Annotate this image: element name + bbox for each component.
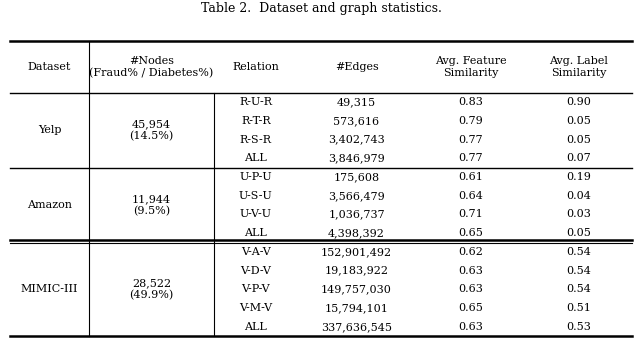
- Text: V-M-V: V-M-V: [239, 303, 273, 313]
- Text: R-T-R: R-T-R: [241, 116, 271, 126]
- Text: R-U-R: R-U-R: [239, 97, 273, 107]
- Text: 0.54: 0.54: [566, 284, 591, 294]
- Text: 0.77: 0.77: [458, 134, 483, 145]
- Text: 0.54: 0.54: [566, 265, 591, 276]
- Text: 0.65: 0.65: [458, 228, 483, 238]
- Text: U-V-U: U-V-U: [240, 210, 272, 220]
- Text: 3,846,979: 3,846,979: [328, 153, 385, 163]
- Text: #Nodes
(Fraud% / Diabetes%): #Nodes (Fraud% / Diabetes%): [90, 56, 214, 78]
- Text: Yelp: Yelp: [38, 125, 61, 135]
- Text: 0.54: 0.54: [566, 247, 591, 257]
- Text: Avg. Label
Similarity: Avg. Label Similarity: [550, 56, 609, 78]
- Text: 0.07: 0.07: [566, 153, 591, 163]
- Text: U-S-U: U-S-U: [239, 191, 273, 201]
- Text: 3,566,479: 3,566,479: [328, 191, 385, 201]
- Text: 0.79: 0.79: [458, 116, 483, 126]
- Text: 15,794,101: 15,794,101: [324, 303, 388, 313]
- Text: 0.83: 0.83: [458, 97, 483, 107]
- Text: 11,944
(9.5%): 11,944 (9.5%): [132, 194, 171, 216]
- Text: U-P-U: U-P-U: [239, 172, 272, 182]
- Text: 0.77: 0.77: [458, 153, 483, 163]
- Text: 49,315: 49,315: [337, 97, 376, 107]
- Text: Amazon: Amazon: [27, 200, 72, 210]
- Text: V-D-V: V-D-V: [241, 265, 271, 276]
- Text: 3,402,743: 3,402,743: [328, 134, 385, 145]
- Text: 1,036,737: 1,036,737: [328, 210, 385, 220]
- Text: 4,398,392: 4,398,392: [328, 228, 385, 238]
- Text: 45,954
(14.5%): 45,954 (14.5%): [129, 119, 173, 141]
- Text: 19,183,922: 19,183,922: [324, 265, 388, 276]
- Text: 0.63: 0.63: [458, 322, 483, 332]
- Text: 28,522
(49.9%): 28,522 (49.9%): [129, 279, 173, 300]
- Text: 0.05: 0.05: [566, 228, 591, 238]
- Text: Dataset: Dataset: [28, 62, 71, 72]
- Text: ALL: ALL: [244, 228, 268, 238]
- Text: ALL: ALL: [244, 322, 268, 332]
- Text: 0.63: 0.63: [458, 284, 483, 294]
- Text: 0.71: 0.71: [458, 210, 483, 220]
- Text: V-P-V: V-P-V: [241, 284, 270, 294]
- Text: 0.04: 0.04: [566, 191, 591, 201]
- Text: 0.90: 0.90: [566, 97, 591, 107]
- Text: #Edges: #Edges: [335, 62, 378, 72]
- Text: 573,616: 573,616: [333, 116, 380, 126]
- Text: V-A-V: V-A-V: [241, 247, 271, 257]
- Text: 0.51: 0.51: [566, 303, 591, 313]
- Text: 0.03: 0.03: [566, 210, 591, 220]
- Text: 0.19: 0.19: [566, 172, 591, 182]
- Text: 0.63: 0.63: [458, 265, 483, 276]
- Text: Avg. Feature
Similarity: Avg. Feature Similarity: [435, 56, 506, 78]
- Text: 149,757,030: 149,757,030: [321, 284, 392, 294]
- Text: 175,608: 175,608: [333, 172, 380, 182]
- Text: 0.53: 0.53: [566, 322, 591, 332]
- Text: Relation: Relation: [232, 62, 279, 72]
- Text: 0.65: 0.65: [458, 303, 483, 313]
- Text: 0.62: 0.62: [458, 247, 483, 257]
- Text: MIMIC-III: MIMIC-III: [20, 284, 78, 294]
- Text: ALL: ALL: [244, 153, 268, 163]
- Text: 0.64: 0.64: [458, 191, 483, 201]
- Text: 0.61: 0.61: [458, 172, 483, 182]
- Text: Table 2.  Dataset and graph statistics.: Table 2. Dataset and graph statistics.: [200, 2, 442, 15]
- Text: R-S-R: R-S-R: [240, 134, 272, 145]
- Text: 337,636,545: 337,636,545: [321, 322, 392, 332]
- Text: 0.05: 0.05: [566, 116, 591, 126]
- Text: 0.05: 0.05: [566, 134, 591, 145]
- Text: 152,901,492: 152,901,492: [321, 247, 392, 257]
